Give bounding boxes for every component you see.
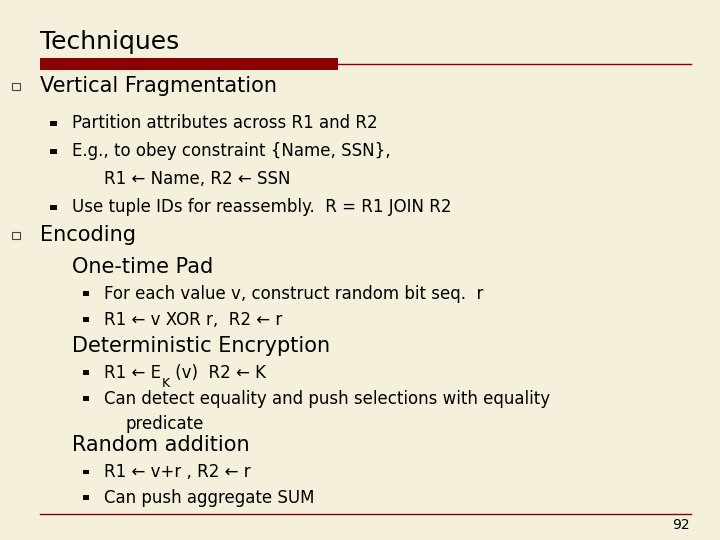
- FancyBboxPatch shape: [40, 58, 338, 70]
- Bar: [83, 396, 89, 401]
- Text: Can push aggregate SUM: Can push aggregate SUM: [104, 489, 315, 507]
- Text: Deterministic Encryption: Deterministic Encryption: [72, 335, 330, 356]
- Bar: [12, 83, 20, 90]
- Text: predicate: predicate: [126, 415, 204, 434]
- Bar: [83, 292, 89, 296]
- Bar: [83, 470, 89, 475]
- Text: K: K: [161, 377, 169, 390]
- Bar: [83, 370, 89, 375]
- Bar: [83, 496, 89, 501]
- Text: Use tuple IDs for reassembly.  R = R1 JOIN R2: Use tuple IDs for reassembly. R = R1 JOI…: [72, 198, 451, 217]
- Text: Can detect equality and push selections with equality: Can detect equality and push selections …: [104, 389, 551, 408]
- Text: 92: 92: [672, 518, 690, 532]
- Bar: [50, 205, 57, 210]
- Text: Vertical Fragmentation: Vertical Fragmentation: [40, 76, 276, 97]
- Text: R1 ← v XOR r,  R2 ← r: R1 ← v XOR r, R2 ← r: [104, 310, 283, 329]
- Text: R1 ← v+r , R2 ← r: R1 ← v+r , R2 ← r: [104, 463, 251, 481]
- Text: Random addition: Random addition: [72, 435, 250, 455]
- Text: Encoding: Encoding: [40, 225, 135, 246]
- Bar: [50, 120, 57, 125]
- Text: For each value v, construct random bit seq.  r: For each value v, construct random bit s…: [104, 285, 484, 303]
- Bar: [50, 148, 57, 153]
- Text: One-time Pad: One-time Pad: [72, 256, 213, 277]
- Text: Partition attributes across R1 and R2: Partition attributes across R1 and R2: [72, 114, 377, 132]
- Text: E.g., to obey constraint {Name, SSN},: E.g., to obey constraint {Name, SSN},: [72, 142, 391, 160]
- Text: Techniques: Techniques: [40, 30, 179, 53]
- Bar: [12, 232, 20, 239]
- Text: (v)  R2 ← K: (v) R2 ← K: [169, 363, 266, 382]
- Text: R1 ← Name, R2 ← SSN: R1 ← Name, R2 ← SSN: [104, 170, 291, 188]
- Text: R1 ← E: R1 ← E: [104, 363, 161, 382]
- Bar: [83, 318, 89, 322]
